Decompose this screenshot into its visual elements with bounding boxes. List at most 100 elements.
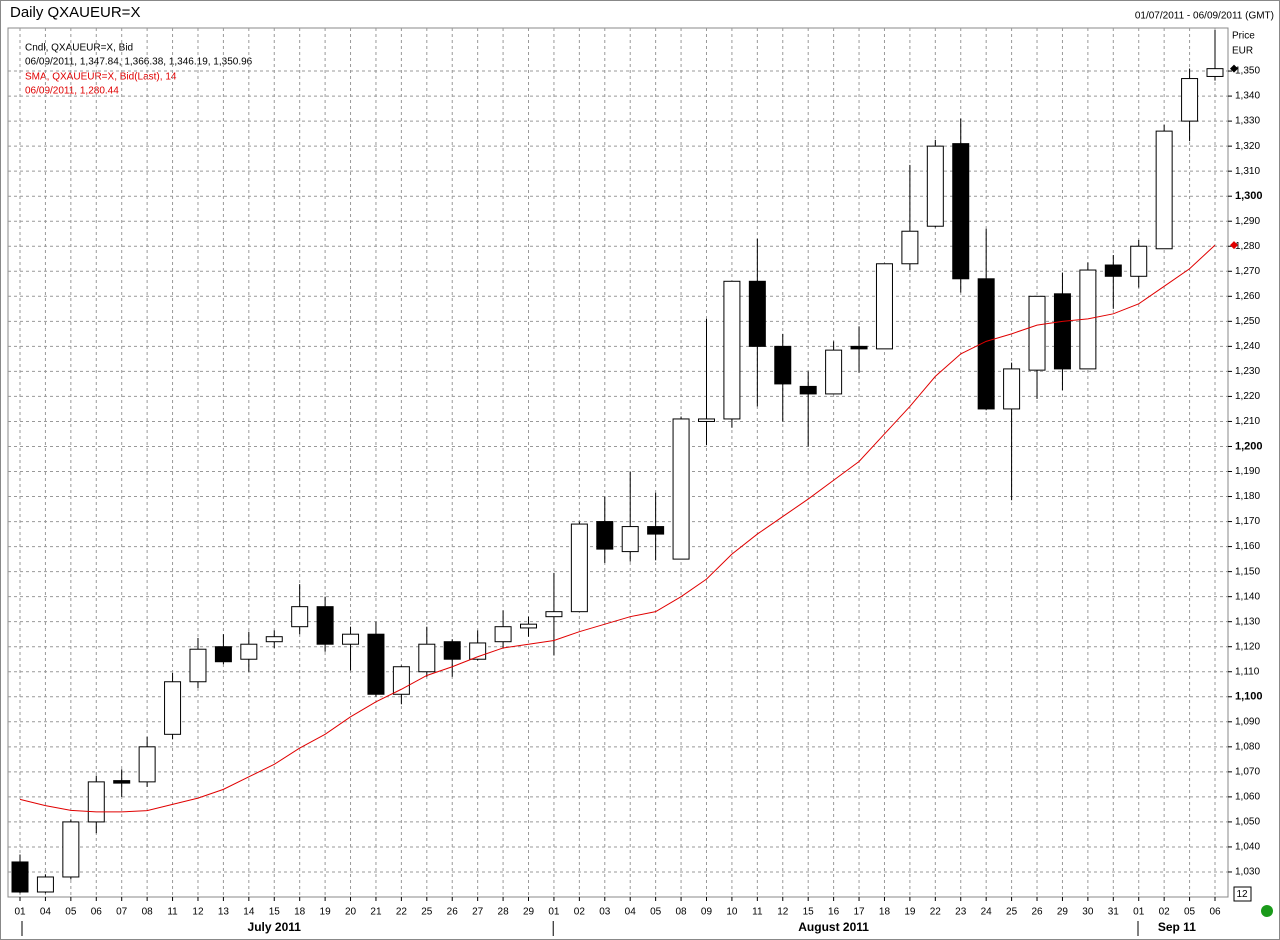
y-tick-label: 1,170 <box>1235 516 1260 527</box>
corner-label: 12 <box>1236 889 1248 900</box>
x-tick-label: 04 <box>40 907 52 918</box>
status-dot <box>1261 905 1273 917</box>
x-tick-label: 09 <box>701 907 713 918</box>
x-tick-label: 25 <box>1006 907 1018 918</box>
legend-value: 06/09/2011, 1,347.84, 1,366.38, 1,346.19… <box>25 57 253 68</box>
candle-body <box>1155 130 1173 250</box>
legend-value: 06/09/2011, 1,280.44 <box>25 86 119 97</box>
candle-body <box>952 143 970 280</box>
sma-line <box>19 244 1216 813</box>
y-tick-label: 1,140 <box>1235 591 1260 602</box>
x-tick-label: 11 <box>752 907 763 918</box>
x-tick-label: 19 <box>320 907 332 918</box>
candle-body <box>113 780 131 784</box>
x-tick-label: 05 <box>650 907 662 918</box>
x-tick-label: 19 <box>904 907 916 918</box>
candle-body <box>443 641 461 660</box>
x-tick-label: 15 <box>269 907 281 918</box>
chart-title: Daily QXAUEUR=X <box>10 4 140 21</box>
candle-body <box>621 526 639 553</box>
x-tick-label: 14 <box>243 907 255 918</box>
candle-body <box>697 418 715 422</box>
candle-body <box>1053 293 1071 370</box>
candle-body <box>291 606 309 628</box>
x-tick-label: 22 <box>930 907 942 918</box>
candle-body <box>875 263 893 350</box>
x-tick-label: 07 <box>116 907 128 918</box>
y-tick-label: 1,280 <box>1235 241 1260 252</box>
candle-body <box>570 523 588 613</box>
x-tick-label: 30 <box>1082 907 1094 918</box>
y-tick-label: 1,070 <box>1235 766 1260 777</box>
x-tick-label: 16 <box>828 907 840 918</box>
x-tick-label: 12 <box>192 907 204 918</box>
candle-body <box>850 345 868 350</box>
x-tick-label: 21 <box>370 907 382 918</box>
plot-area <box>7 27 1229 898</box>
candle-body <box>418 643 436 673</box>
x-tick-label: 12 <box>777 907 789 918</box>
y-tick-label: 1,110 <box>1235 666 1260 677</box>
x-tick-label: 06 <box>91 907 103 918</box>
candle-body <box>392 666 410 695</box>
x-tick-label: 05 <box>65 907 77 918</box>
x-tick-label: 31 <box>1108 907 1120 918</box>
x-tick-label: 01 <box>14 907 26 918</box>
x-tick-label: 27 <box>472 907 484 918</box>
x-tick-label: 05 <box>1184 907 1196 918</box>
y-tick-label: 1,240 <box>1235 341 1260 352</box>
corner-box <box>1233 886 1252 902</box>
candle-body <box>901 230 919 265</box>
candle-body <box>214 646 232 663</box>
candle-body <box>87 781 105 823</box>
candle-body <box>1206 68 1224 77</box>
candle-body <box>164 681 182 735</box>
candle-body <box>189 648 207 683</box>
candle-body <box>36 876 54 893</box>
x-tick-label: 02 <box>1159 907 1171 918</box>
candle-body <box>977 278 995 410</box>
y-tick-label: 1,200 <box>1235 440 1263 452</box>
candle-body <box>138 746 156 783</box>
y-tick-label: 1,310 <box>1235 166 1260 177</box>
legend-entry: Cndl, QXAUEUR=X, Bid <box>25 43 133 54</box>
y-tick-label: 1,080 <box>1235 741 1260 752</box>
last-price-marker <box>1230 64 1238 73</box>
candle-body <box>520 623 538 629</box>
x-tick-label: 03 <box>599 907 611 918</box>
x-tick-label: 29 <box>1057 907 1069 918</box>
candle-body <box>926 145 944 227</box>
y-tick-label: 1,340 <box>1235 91 1260 102</box>
candle-body <box>342 633 360 645</box>
y-tick-label: 1,130 <box>1235 616 1260 627</box>
candle-body <box>748 280 766 347</box>
month-label: Sep 11 <box>1158 920 1196 934</box>
x-tick-label: 18 <box>294 907 306 918</box>
y-tick-label: 1,300 <box>1235 190 1263 202</box>
date-range: 01/07/2011 - 06/09/2011 (GMT) <box>1135 11 1274 22</box>
x-tick-label: 22 <box>396 907 408 918</box>
x-tick-label: 10 <box>726 907 738 918</box>
x-tick-label: 08 <box>142 907 154 918</box>
x-tick-label: 26 <box>1031 907 1043 918</box>
candle-body <box>825 349 843 395</box>
candle-body <box>672 418 690 560</box>
x-tick-label: 08 <box>676 907 688 918</box>
candle-body <box>11 861 29 893</box>
x-tick-label: 25 <box>421 907 433 918</box>
y-tick-label: 1,250 <box>1235 316 1260 327</box>
x-tick-label: 01 <box>548 907 560 918</box>
candle-body <box>367 633 385 695</box>
y-tick-label: 1,120 <box>1235 641 1260 652</box>
candle-body <box>1104 264 1122 277</box>
candle-body <box>265 636 283 643</box>
candle-body <box>494 626 512 643</box>
y-tick-label: 1,260 <box>1235 291 1260 302</box>
x-tick-label: 17 <box>853 907 865 918</box>
x-tick-label: 04 <box>625 907 637 918</box>
x-tick-label: 13 <box>218 907 230 918</box>
month-label: July 2011 <box>248 920 302 934</box>
y-tick-label: 1,220 <box>1235 391 1260 402</box>
y-tick-label: 1,330 <box>1235 116 1260 127</box>
